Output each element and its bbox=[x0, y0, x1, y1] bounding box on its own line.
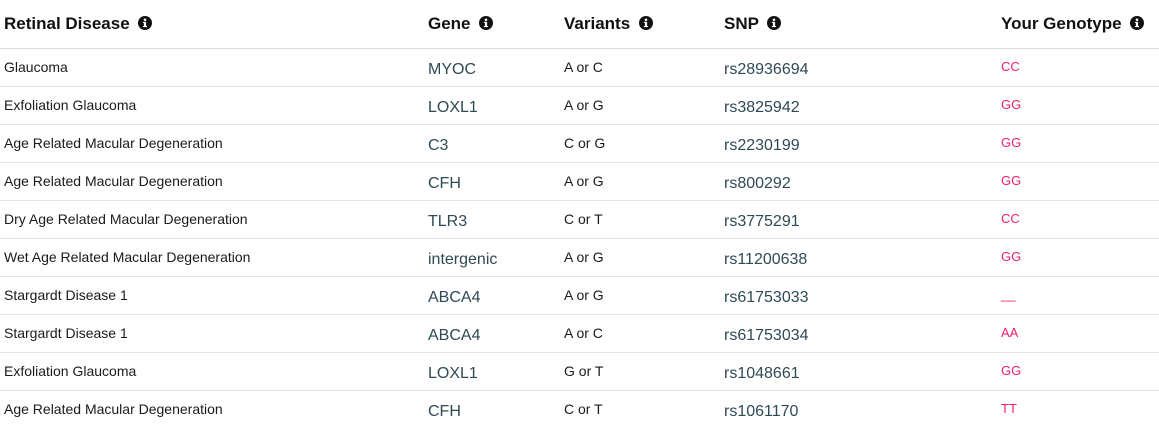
variants-cell: A or G bbox=[560, 276, 720, 315]
variants-cell: A or C bbox=[560, 48, 720, 87]
header-label: Variants bbox=[564, 14, 631, 33]
variants-cell: A or G bbox=[560, 86, 720, 125]
info-icon[interactable] bbox=[479, 16, 494, 30]
header-label: Retinal Disease bbox=[4, 14, 130, 33]
table-row: Exfoliation Glaucoma LOXL1 G or T rs1048… bbox=[0, 352, 1159, 391]
disease-cell: Glaucoma bbox=[0, 48, 424, 87]
table-header: Retinal Disease Gene Variants SNP bbox=[0, 0, 1159, 49]
genotype-cell: CC bbox=[997, 200, 1159, 239]
gene-cell[interactable]: TLR3 bbox=[424, 200, 560, 239]
snp-cell[interactable]: rs3825942 bbox=[720, 86, 997, 125]
header-label: Your Genotype bbox=[1001, 14, 1122, 33]
genotype-cell: GG bbox=[997, 162, 1159, 201]
gene-cell[interactable]: intergenic bbox=[424, 238, 560, 277]
disease-cell: Age Related Macular Degeneration bbox=[0, 162, 424, 201]
snp-cell[interactable]: rs1048661 bbox=[720, 352, 997, 391]
disease-cell: Age Related Macular Degeneration bbox=[0, 124, 424, 163]
snp-cell[interactable]: rs61753034 bbox=[720, 314, 997, 353]
variants-cell: A or C bbox=[560, 314, 720, 353]
genotype-cell: AA bbox=[997, 314, 1159, 353]
genotype-cell: CC bbox=[997, 48, 1159, 87]
retinal-variants-table: Retinal Disease Gene Variants SNP bbox=[0, 0, 1159, 429]
snp-cell[interactable]: rs800292 bbox=[720, 162, 997, 201]
variants-cell: G or T bbox=[560, 352, 720, 391]
header-snp: SNP bbox=[720, 0, 997, 49]
header-row: Retinal Disease Gene Variants SNP bbox=[0, 0, 1159, 49]
disease-cell: Age Related Macular Degeneration bbox=[4, 401, 223, 417]
disease-cell: Exfoliation Glaucoma bbox=[0, 352, 424, 391]
genotype-cell: GG bbox=[997, 352, 1159, 391]
table-body: Glaucoma MYOC A or C rs28936694 CC Exfol… bbox=[0, 48, 1159, 429]
snp-cell[interactable]: rs1061170 bbox=[724, 402, 799, 420]
snp-cell[interactable]: rs11200638 bbox=[720, 238, 997, 277]
info-icon[interactable] bbox=[138, 16, 153, 30]
snp-cell[interactable]: rs61753033 bbox=[720, 276, 997, 315]
gene-cell[interactable]: MYOC bbox=[424, 48, 560, 87]
genotype-cell: GG bbox=[997, 86, 1159, 125]
variants-cell: C or T bbox=[564, 401, 603, 417]
disease-cell: Stargardt Disease 1 bbox=[0, 276, 424, 315]
table-row: Age Related Macular Degeneration CFH C o… bbox=[0, 391, 1159, 429]
gene-cell[interactable]: CFH bbox=[424, 162, 560, 201]
header-label: Gene bbox=[428, 14, 471, 33]
table-row: Age Related Macular Degeneration C3 C or… bbox=[0, 124, 1159, 163]
info-icon[interactable] bbox=[1130, 16, 1145, 30]
table-row: Age Related Macular Degeneration CFH A o… bbox=[0, 162, 1159, 201]
gene-cell[interactable]: ABCA4 bbox=[424, 276, 560, 315]
disease-cell: Stargardt Disease 1 bbox=[0, 314, 424, 353]
header-your-genotype: Your Genotype bbox=[997, 0, 1159, 49]
gene-cell[interactable]: C3 bbox=[424, 124, 560, 163]
header-label: SNP bbox=[724, 14, 759, 33]
genotype-cell: GG bbox=[997, 238, 1159, 277]
gene-cell[interactable]: LOXL1 bbox=[424, 352, 560, 391]
header-variants: Variants bbox=[560, 0, 720, 49]
disease-cell: Dry Age Related Macular Degeneration bbox=[0, 200, 424, 239]
snp-cell[interactable]: rs2230199 bbox=[720, 124, 997, 163]
info-icon[interactable] bbox=[767, 16, 782, 30]
table-row: Stargardt Disease 1 ABCA4 A or C rs61753… bbox=[0, 314, 1159, 353]
table-row: Exfoliation Glaucoma LOXL1 A or G rs3825… bbox=[0, 86, 1159, 125]
gene-cell[interactable]: LOXL1 bbox=[424, 86, 560, 125]
gene-cell[interactable]: CFH bbox=[428, 402, 461, 420]
header-retinal-disease: Retinal Disease bbox=[0, 0, 424, 49]
snp-cell[interactable]: rs3775291 bbox=[720, 200, 997, 239]
variants-cell: C or T bbox=[560, 200, 720, 239]
genotype-cell: GG bbox=[997, 124, 1159, 163]
variants-cell: A or G bbox=[560, 238, 720, 277]
disease-cell: Exfoliation Glaucoma bbox=[0, 86, 424, 125]
snp-cell[interactable]: rs28936694 bbox=[720, 48, 997, 87]
variants-cell: C or G bbox=[560, 124, 720, 163]
info-icon[interactable] bbox=[638, 16, 653, 30]
table-row: Wet Age Related Macular Degeneration int… bbox=[0, 238, 1159, 277]
genotype-cell: __ bbox=[997, 276, 1159, 315]
table-row: Stargardt Disease 1 ABCA4 A or G rs61753… bbox=[0, 276, 1159, 315]
header-gene: Gene bbox=[424, 0, 560, 49]
genotype-cell: TT bbox=[1001, 401, 1017, 416]
variants-cell: A or G bbox=[560, 162, 720, 201]
table-row: Dry Age Related Macular Degeneration TLR… bbox=[0, 200, 1159, 239]
table-row: Glaucoma MYOC A or C rs28936694 CC bbox=[0, 48, 1159, 87]
disease-cell: Wet Age Related Macular Degeneration bbox=[0, 238, 424, 277]
gene-cell[interactable]: ABCA4 bbox=[424, 314, 560, 353]
